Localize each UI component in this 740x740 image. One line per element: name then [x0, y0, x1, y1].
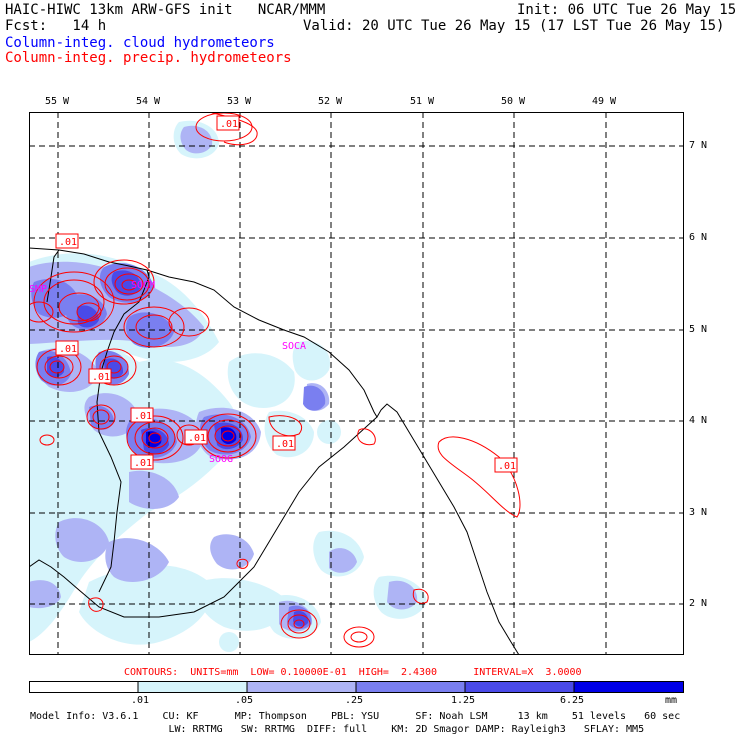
lat-label-4n: 4 N — [689, 415, 708, 426]
contour-label: .01 — [134, 411, 152, 422]
station-label: SMP — [29, 284, 47, 295]
contour-labels: .01 .01 .01 .01 .01 .01 .01 .01 — [55, 115, 518, 473]
colorbar-tick: .25 — [345, 695, 364, 706]
lon-label-49w: 49 W — [592, 96, 617, 107]
header-title: HAIC-HIWC 13km ARW-GFS init NCAR/MMM — [5, 2, 326, 18]
lon-label-52w: 52 W — [318, 96, 343, 107]
colorbar-unit: mm — [665, 695, 678, 706]
contour-label: .01 — [134, 458, 152, 469]
colorbar-tick: 6.25 — [560, 695, 585, 706]
contour-label: .01 — [276, 439, 294, 450]
colorbar-tick: .05 — [235, 695, 254, 706]
map-plot: .01 .01 .01 .01 .01 .01 .01 .01 — [29, 112, 684, 655]
lon-label-50w: 50 W — [501, 96, 526, 107]
lat-label-6n: 6 N — [689, 232, 708, 243]
colorbar-tick: .01 — [131, 695, 150, 706]
station-label: SOCA — [282, 341, 306, 352]
contour-label: .01 — [220, 119, 238, 130]
valid-time: Valid: 20 UTC Tue 26 May 15 (17 LST Tue … — [303, 18, 725, 34]
lat-label-5n: 5 N — [689, 324, 708, 335]
lat-label-2n: 2 N — [689, 598, 708, 609]
contour-label: .01 — [498, 461, 516, 472]
station-labels: SMP SOCM SOCA SOOG — [29, 280, 306, 465]
legend-precip: Column-integ. precip. hydrometeors — [5, 50, 292, 66]
station-label: SOOG — [209, 454, 233, 465]
forecast-hour: Fcst: 14 h — [5, 18, 107, 34]
lon-label-54w: 54 W — [136, 96, 161, 107]
model-info-line1: Model Info: V3.6.1 CU: KF MP: Thompson P… — [30, 711, 681, 722]
latlon-grid — [29, 112, 684, 655]
contour-label: .01 — [92, 372, 110, 383]
station-label: SOCM — [131, 280, 155, 291]
lon-label-55w: 55 W — [45, 96, 70, 107]
init-time: Init: 06 UTC Tue 26 May 15 — [517, 2, 737, 18]
contour-info: CONTOURS: UNITS=mm LOW= 0.10000E-01 HIGH… — [124, 667, 582, 678]
contour-label: .01 — [59, 344, 77, 355]
model-info-line2: LW: RRTMG SW: RRTMG DIFF: full KM: 2D Sm… — [30, 724, 645, 735]
colorbar-tick: 1.25 — [451, 695, 476, 706]
lon-label-53w: 53 W — [227, 96, 252, 107]
legend-cloud: Column-integ. cloud hydrometeors — [5, 35, 275, 51]
colorbar — [29, 681, 684, 693]
lat-label-7n: 7 N — [689, 140, 708, 151]
cloud-field — [29, 120, 427, 652]
lat-label-3n: 3 N — [689, 507, 708, 518]
lon-label-51w: 51 W — [410, 96, 435, 107]
contour-label: .01 — [188, 433, 206, 444]
contour-label: .01 — [59, 237, 77, 248]
